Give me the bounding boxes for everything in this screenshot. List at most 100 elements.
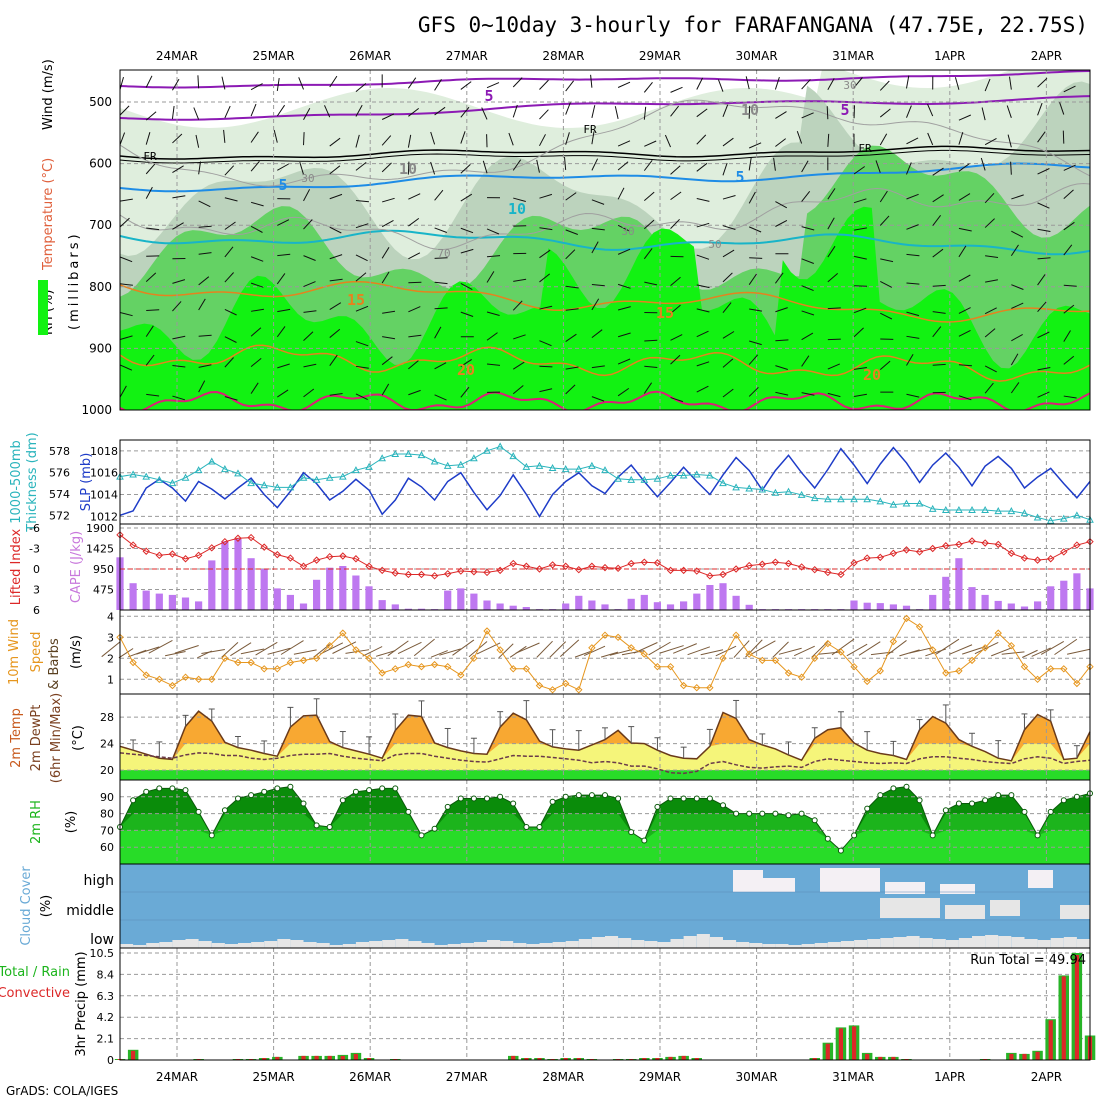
wind-speed-point: [535, 681, 544, 690]
lifted-index-point: [247, 533, 255, 542]
surface-wind-barb: [673, 643, 697, 654]
high-cloud-block: [733, 870, 763, 892]
wind-barb: [486, 311, 500, 316]
cloud-high-label: high: [83, 873, 114, 889]
wind-barb: [539, 193, 553, 199]
low-cloud-block: [303, 942, 317, 948]
surface-wind-barb: [818, 651, 841, 655]
wind-barb: [801, 310, 815, 316]
wind-barb: [932, 194, 944, 203]
wind-barb: [407, 134, 412, 148]
wind-barb: [801, 258, 814, 264]
cape-bar: [850, 600, 858, 610]
rh2m-point: [300, 800, 307, 807]
wind-barb: [643, 81, 653, 93]
wind-barb: [932, 248, 944, 258]
lifted-index-point: [365, 562, 373, 570]
cape-bar: [365, 586, 373, 610]
wind-barb: [329, 302, 342, 310]
wind-speed-point: [286, 658, 295, 667]
lifted-index-point: [732, 565, 740, 573]
rh2m-point: [798, 810, 805, 817]
wind-barb: [696, 284, 710, 289]
wind-speed-point: [417, 662, 426, 671]
wind-barb: [198, 298, 206, 311]
wind-barb: [985, 255, 999, 258]
low-cloud-block: [251, 942, 265, 948]
low-cloud-block: [513, 943, 527, 948]
wind-speed-point: [876, 667, 884, 675]
surface-wind-barb: [118, 648, 134, 659]
precip-convective-bar: [563, 1058, 568, 1060]
surface-wind-barb: [136, 646, 160, 655]
thickness-point: [286, 483, 295, 491]
wind-barb: [749, 257, 763, 259]
lifted-index-point: [811, 565, 819, 574]
low-cloud-block: [591, 937, 605, 948]
lifted-index-point: [758, 560, 767, 568]
wind-barb: [617, 187, 625, 200]
surface-wind-barb: [745, 639, 763, 658]
wind-barb: [324, 105, 331, 118]
lifted-index-point: [745, 561, 753, 570]
wind-barb: [224, 221, 236, 230]
panel-border: [119, 609, 1091, 695]
wind-barb: [224, 357, 234, 368]
thickness-point: [889, 500, 898, 508]
cape-bar: [208, 560, 216, 610]
bottom-date-label: 27MAR: [446, 1070, 488, 1084]
wind-barb: [539, 305, 553, 310]
wind-barb: [145, 354, 155, 366]
thickness-point: [509, 452, 518, 460]
wind-barb: [565, 333, 577, 343]
surface-wind-barb: [1001, 651, 1025, 655]
cape-bar: [457, 588, 465, 610]
wind-barb: [1063, 189, 1074, 199]
wind-barb: [826, 106, 829, 120]
wind-barb: [958, 114, 972, 121]
wind-speed-point: [837, 648, 845, 656]
wind-barb: [408, 389, 421, 396]
wind-barb: [172, 301, 182, 312]
lifted-index-point: [1060, 548, 1068, 556]
wind-barb: [748, 226, 762, 233]
wind-barb: [1037, 228, 1051, 232]
cape-bar: [483, 600, 491, 610]
wind-barb: [932, 167, 944, 176]
lifted-index-point: [981, 539, 989, 547]
cape-bar: [339, 566, 347, 610]
thickness-point: [404, 449, 413, 457]
temp-axis-label-c: (6hr Min/Max): [49, 693, 64, 783]
cape-bar: [155, 593, 163, 610]
wind-speed-point: [457, 671, 465, 679]
lifted-index-point: [391, 569, 399, 577]
wind-speed-point: [784, 669, 793, 677]
isotherm-15: [120, 280, 1090, 323]
wind-barb: [198, 252, 212, 255]
thickness-point: [955, 505, 963, 513]
wind-speed-point: [522, 665, 531, 673]
cape-bar: [522, 607, 530, 610]
low-cloud-block: [788, 945, 802, 948]
wind-barb: [905, 75, 910, 89]
wind-speed-point: [824, 639, 832, 648]
wind-barb: [932, 326, 942, 338]
lifted-index-point: [286, 554, 295, 562]
contour-label: FR: [143, 150, 157, 163]
thickness-point: [260, 481, 269, 489]
wind-barb: [617, 283, 631, 289]
lifted-index-point: [837, 570, 845, 579]
thickness-axis-label-b: Thickness (dm): [25, 432, 40, 532]
wind-barb: [696, 77, 704, 90]
wind-barb: [696, 308, 710, 313]
wind-barb: [539, 388, 553, 393]
lifted-index-point: [352, 555, 360, 563]
lifted-index-point: [1007, 549, 1016, 557]
wind-barb: [197, 75, 200, 89]
wind-barb: [880, 312, 893, 320]
wind-barb: [1059, 102, 1065, 115]
wind-barb: [722, 137, 734, 147]
wind-speed-point: [771, 656, 780, 665]
lifted-index-point: [994, 540, 1002, 549]
wind-barb: [250, 282, 264, 288]
